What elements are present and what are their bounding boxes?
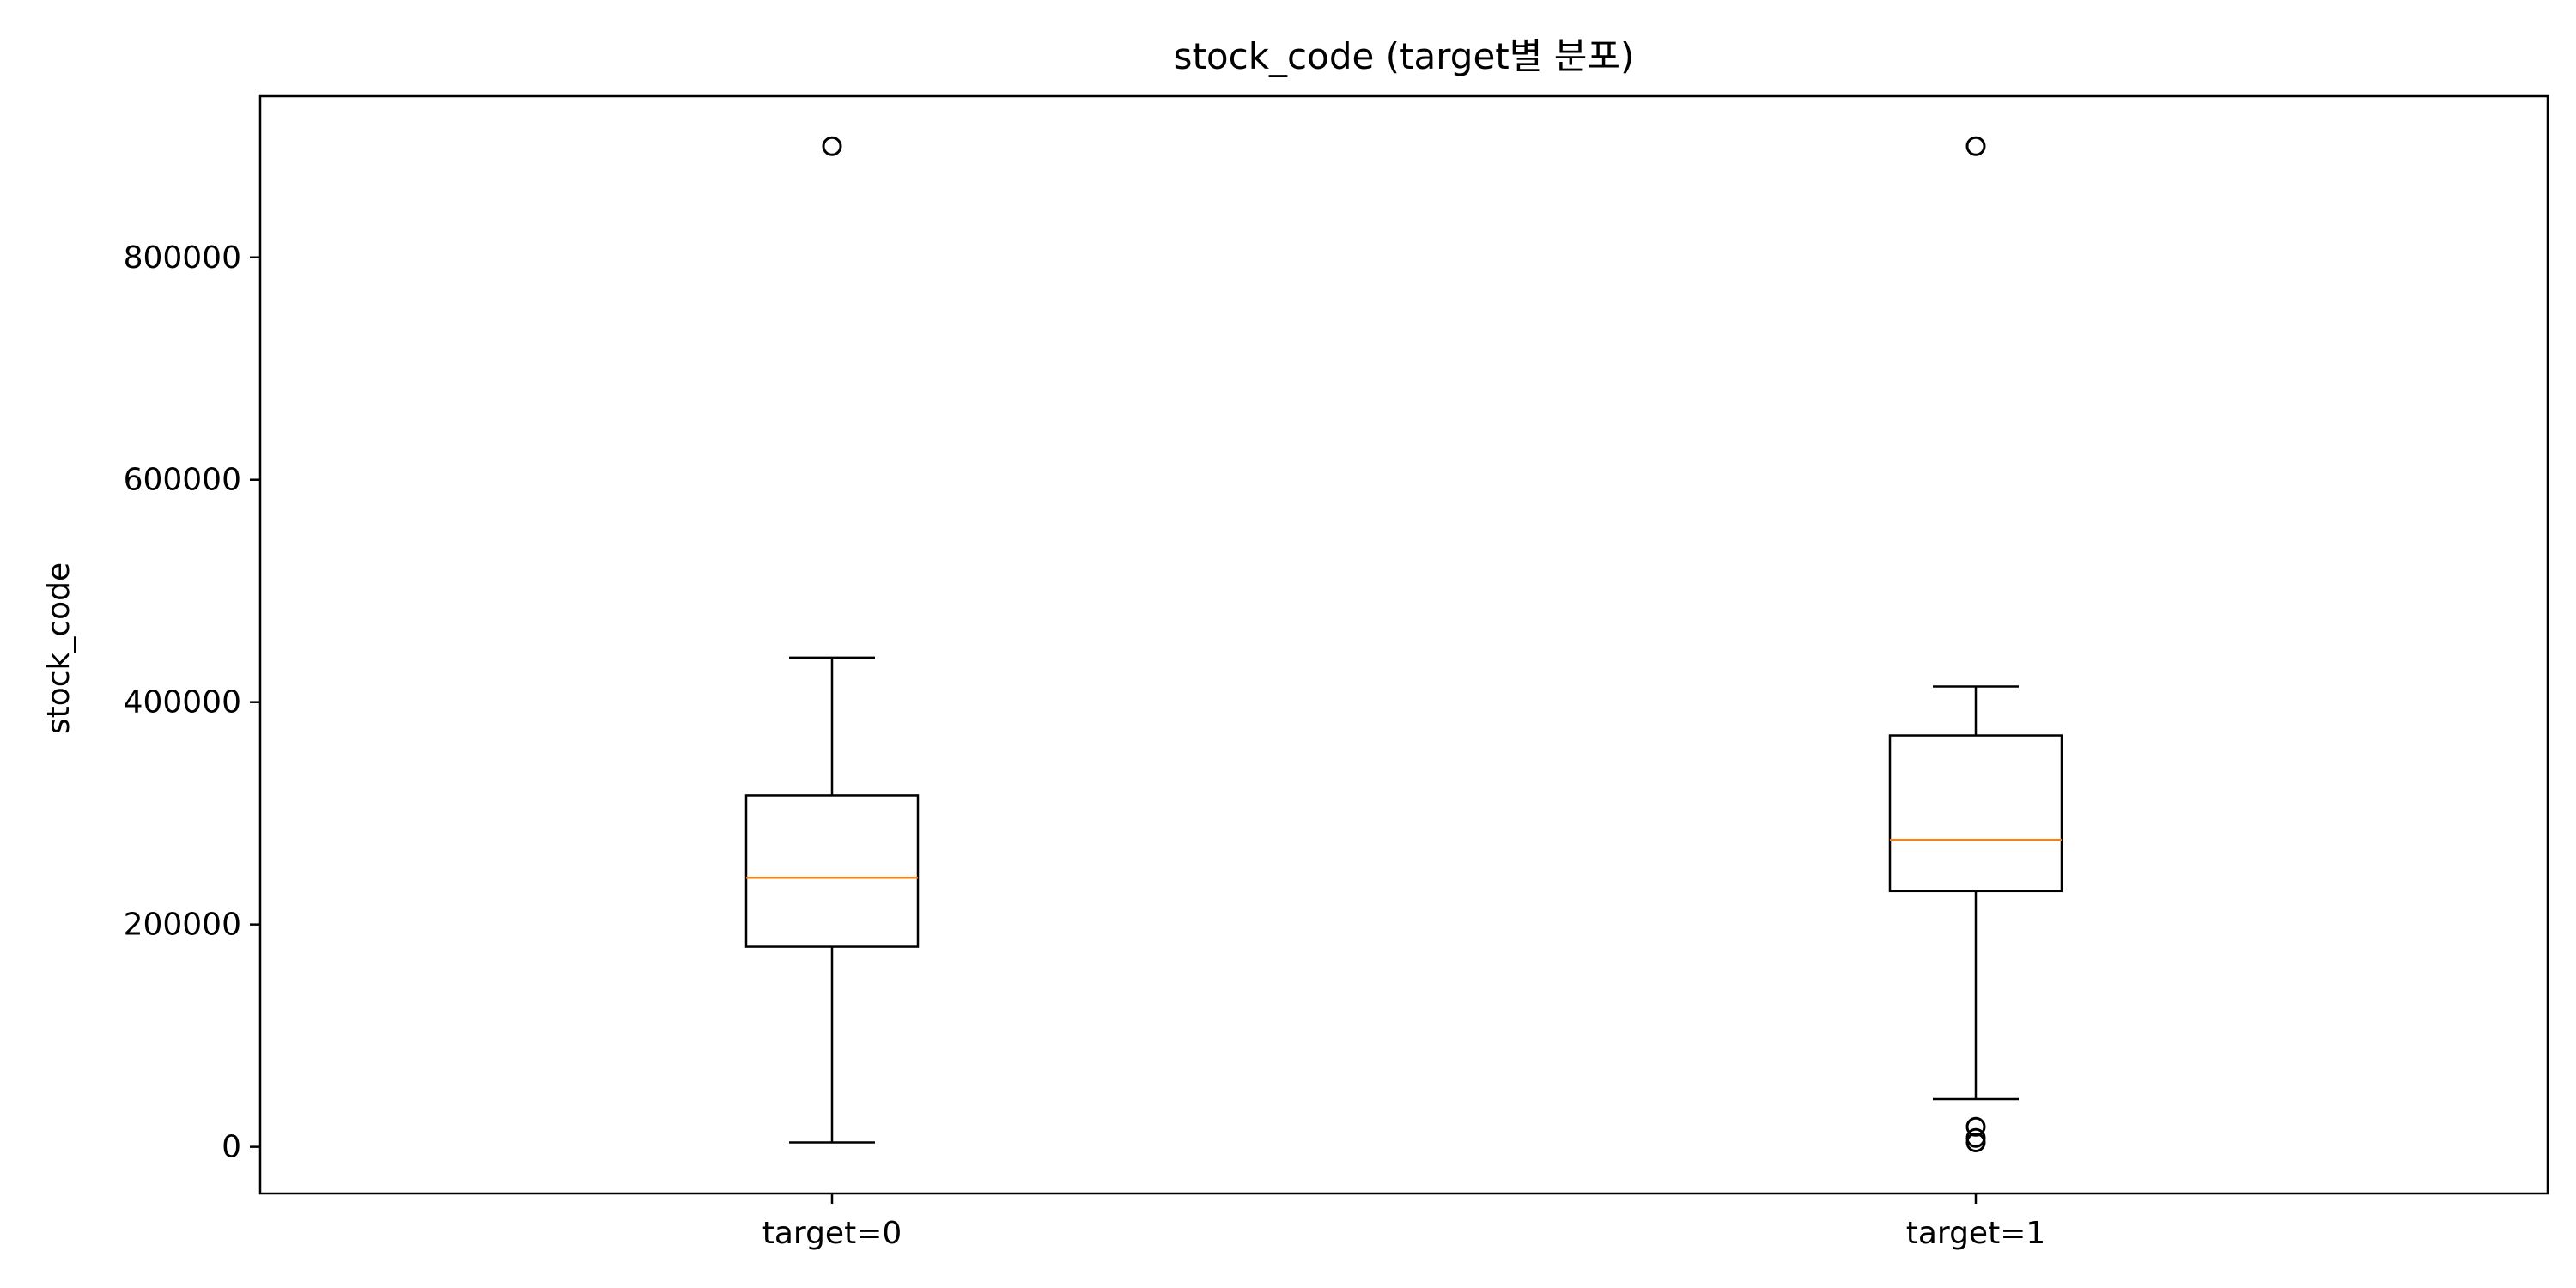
chart-title: stock_code (target별 분포) bbox=[1174, 35, 1635, 77]
plot-frame bbox=[258, 94, 2549, 1195]
x-tick-label: target=1 bbox=[1906, 1216, 2046, 1251]
plot-area: 0 200000 400000 600000 800000 target=0 target=… bbox=[124, 94, 2549, 1251]
y-tick-label: 0 bbox=[222, 1130, 241, 1165]
outlier-point bbox=[1965, 1132, 1986, 1152]
y-tick-label: 400000 bbox=[124, 685, 241, 720]
outlier-point bbox=[822, 136, 842, 156]
y-axis-label: stock_code bbox=[41, 562, 76, 734]
x-tick-label: target=0 bbox=[762, 1216, 902, 1251]
y-tick-label: 800000 bbox=[124, 240, 241, 276]
outlier-point bbox=[1965, 136, 1986, 156]
outlier-point bbox=[1965, 1116, 1986, 1137]
y-tick-label: 200000 bbox=[124, 908, 241, 943]
y-tick-label: 600000 bbox=[124, 463, 241, 498]
box-iqr bbox=[1888, 734, 2063, 893]
box-iqr bbox=[744, 794, 920, 948]
